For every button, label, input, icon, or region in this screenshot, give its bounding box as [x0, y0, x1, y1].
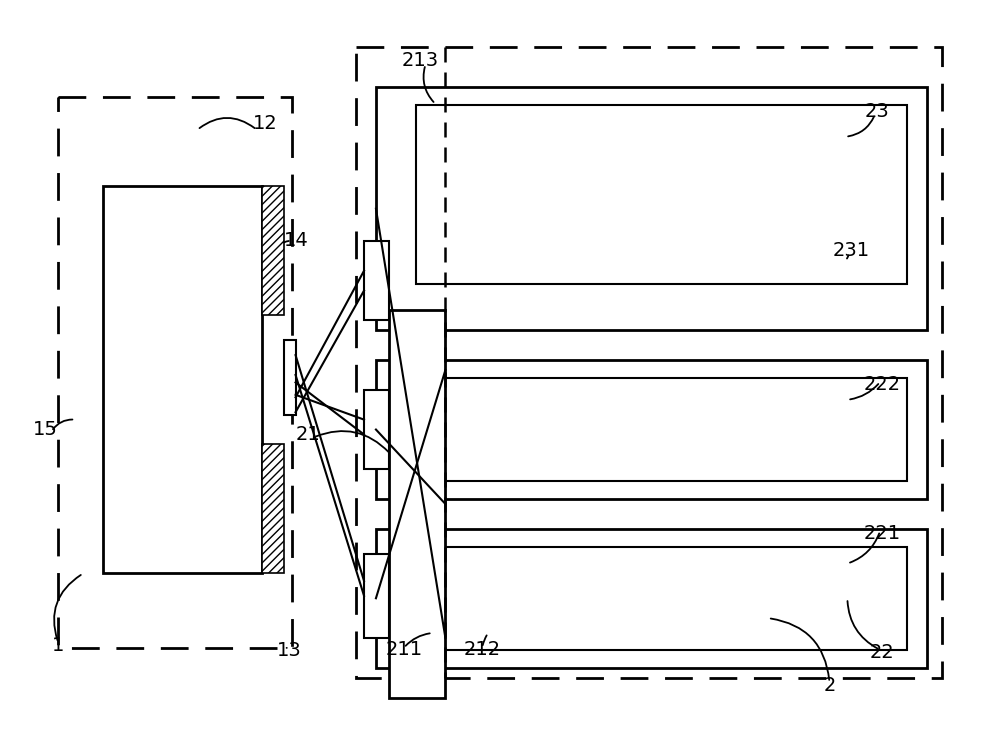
Bar: [389, 310, 445, 698]
Bar: [356, 47, 942, 678]
Bar: [364, 241, 389, 321]
Bar: [262, 186, 284, 316]
Text: 213: 213: [402, 51, 439, 70]
Bar: [103, 186, 262, 573]
Text: 231: 231: [833, 242, 870, 260]
Text: 13: 13: [277, 641, 302, 661]
Text: 21: 21: [296, 425, 321, 444]
Bar: [376, 360, 927, 499]
Text: 22: 22: [870, 644, 894, 662]
Bar: [284, 340, 296, 415]
Text: 2: 2: [823, 676, 836, 695]
Bar: [364, 390, 389, 469]
Bar: [416, 547, 907, 650]
Text: 222: 222: [864, 375, 901, 395]
Bar: [416, 105, 907, 284]
Bar: [376, 87, 927, 330]
Bar: [376, 529, 927, 668]
Bar: [58, 97, 292, 648]
Text: 211: 211: [385, 641, 422, 659]
Bar: [262, 444, 284, 573]
Text: 212: 212: [464, 641, 501, 659]
Text: 12: 12: [252, 115, 277, 133]
Text: 15: 15: [33, 420, 58, 439]
Text: 221: 221: [864, 524, 901, 543]
Text: 23: 23: [865, 103, 890, 121]
Bar: [416, 378, 907, 481]
Text: 14: 14: [284, 231, 309, 251]
Text: 1: 1: [52, 636, 65, 655]
Bar: [364, 554, 389, 638]
